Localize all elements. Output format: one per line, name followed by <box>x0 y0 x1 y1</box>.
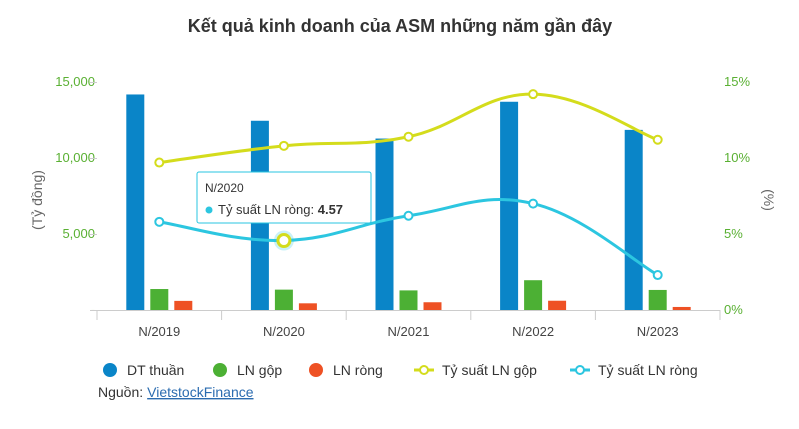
y-right-tick-label: 5% <box>724 226 743 241</box>
y-left-tick-label: - <box>91 302 95 317</box>
bars <box>126 94 691 311</box>
legend-label: Tỷ suất LN ròng <box>598 362 698 378</box>
line-point <box>278 140 289 151</box>
x-axis: N/2019 N/2020 N/2021 N/2022 N/2023 <box>96 310 721 339</box>
line-point <box>154 216 165 227</box>
tooltip: N/2020 Tỷ suất LN ròng: 4.57 <box>196 171 372 224</box>
line-point <box>528 89 539 100</box>
line-point <box>652 134 663 145</box>
legend: DT thuần LN gộp LN ròng Tỷ suất LN gộp Tỷ su… <box>103 362 698 378</box>
legend-label: Tỷ suất LN gộp <box>442 362 537 378</box>
x-tick-label: N/2021 <box>388 324 430 339</box>
x-tick-label: N/2020 <box>263 324 305 339</box>
y-right-tick-label: 15% <box>724 74 750 89</box>
tooltip-dot <box>205 206 213 214</box>
bar <box>672 306 691 310</box>
bar <box>548 300 567 310</box>
x-tick-label: N/2019 <box>138 324 180 339</box>
line-point <box>403 131 414 142</box>
y-left-tick-label: 10,000 <box>55 150 95 165</box>
bar <box>423 302 442 310</box>
bar <box>375 138 394 310</box>
x-tick-label: N/2023 <box>637 324 679 339</box>
tooltip-text: Tỷ suất LN ròng: 4.57 <box>218 202 343 217</box>
y-right-ticks: 15% 10% 5% 0% <box>724 74 750 317</box>
y-right-tick-label: 10% <box>724 150 750 165</box>
tooltip-box <box>196 171 372 224</box>
legend-marker <box>213 363 227 377</box>
bar <box>500 101 519 310</box>
bar <box>274 289 293 310</box>
tooltip-category: N/2020 <box>205 181 244 195</box>
legend-label: DT thuần <box>127 362 184 378</box>
legend-label: LN ròng <box>333 362 383 378</box>
y-right-tick-label: 0% <box>724 302 743 317</box>
chart-title: Kết quả kinh doanh của ASM những năm gần… <box>188 16 612 36</box>
line-point <box>154 157 165 168</box>
bar <box>648 289 667 310</box>
bar <box>399 290 418 310</box>
legend-marker <box>309 363 323 377</box>
line-point-hovered <box>276 233 292 249</box>
x-tick-label: N/2022 <box>512 324 554 339</box>
line-point <box>528 198 539 209</box>
y-left-tick-label: 15,000 <box>55 74 95 89</box>
tooltip-value: 4.57 <box>318 202 343 217</box>
bar <box>624 129 643 310</box>
tooltip-series-name: Tỷ suất LN ròng <box>218 202 311 217</box>
bar <box>524 280 543 310</box>
legend-marker <box>419 365 429 375</box>
legend-label: LN gộp <box>237 362 282 378</box>
bar <box>126 94 145 311</box>
line-points <box>154 89 663 281</box>
line-point <box>403 210 414 221</box>
y-left-axis-title: (Tỷ đồng) <box>29 170 45 230</box>
bar <box>298 303 317 310</box>
y-left-tick-label: 5,000 <box>62 226 95 241</box>
line-point <box>652 270 663 281</box>
series-line <box>159 92 659 165</box>
y-right-axis-title: (%) <box>761 189 777 211</box>
tooltip-colon: : <box>311 202 318 217</box>
source-label: Nguồn: <box>98 384 143 400</box>
y-left-ticks: 15,000 10,000 5,000 - <box>55 74 97 317</box>
source-link[interactable]: VietstockFinance <box>147 384 254 400</box>
bar <box>150 289 169 310</box>
legend-marker <box>575 365 585 375</box>
bar <box>174 300 193 310</box>
legend-marker <box>103 363 117 377</box>
source-text: Nguồn: VietstockFinance <box>98 384 254 400</box>
